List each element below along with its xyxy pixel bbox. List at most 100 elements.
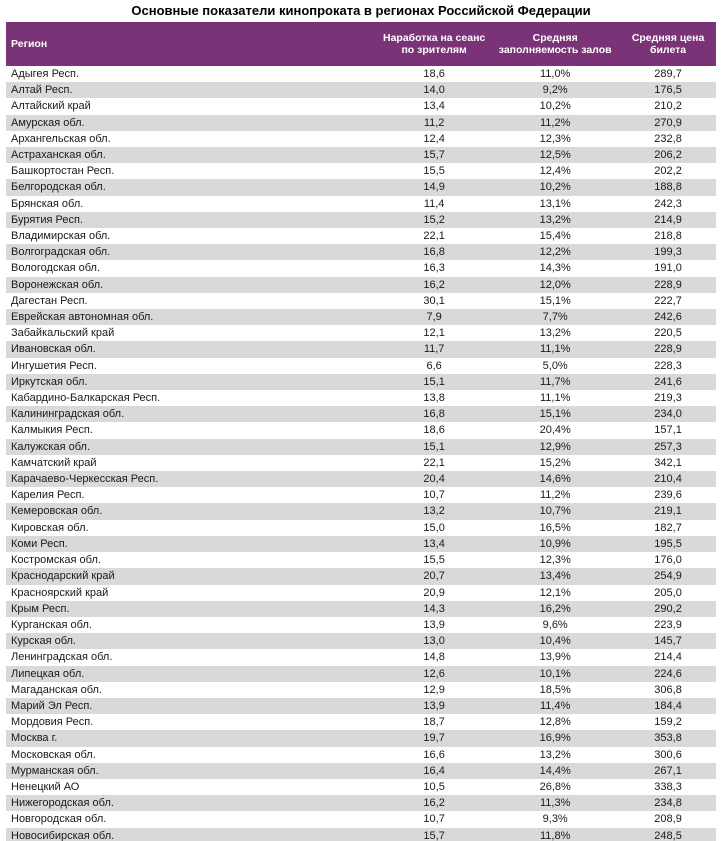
ticket-price-cell: 220,5 <box>654 327 682 340</box>
table-row: Алтай Респ. 14,0 9,2% 176,5 <box>6 82 716 99</box>
region-name-cell: Бурятия Респ. <box>11 213 83 226</box>
ticket-price-cell: 145,7 <box>654 635 682 648</box>
ticket-price-cell: 176,5 <box>654 84 682 97</box>
ticket-price-cell: 234,0 <box>654 408 682 421</box>
table-row: Мурманская обл. 16,4 14,4% 267,1 <box>6 762 716 779</box>
table-row: Иркутская обл. 15,1 11,7% 241,6 <box>6 373 716 391</box>
attendance-per-session-cell: 16,2 <box>423 797 445 810</box>
attendance-per-session-cell: 14,0 <box>423 84 445 97</box>
region-name-cell: Алтай Респ. <box>11 84 73 97</box>
ticket-price-cell: 199,3 <box>654 246 682 259</box>
hall-occupancy-cell: 12,4% <box>539 165 571 178</box>
attendance-per-session-cell: 16,3 <box>423 262 445 275</box>
hall-occupancy-cell: 15,2% <box>539 456 571 469</box>
table-row: Москва г. 19,7 16,9% 353,8 <box>6 730 716 747</box>
region-name-cell: Красноярский край <box>11 586 109 599</box>
hall-occupancy-cell: 11,1% <box>539 343 571 356</box>
attendance-per-session-cell: 15,0 <box>423 521 445 534</box>
ticket-price-cell: 184,4 <box>654 699 682 712</box>
ticket-price-cell: 223,9 <box>654 618 682 631</box>
region-name-cell: Мордовия Респ. <box>11 716 94 729</box>
attendance-per-session-cell: 16,4 <box>423 764 445 777</box>
ticket-price-cell: 228,3 <box>654 359 682 372</box>
region-name-cell: Архангельская обл. <box>11 132 111 145</box>
table-row: Кемеровская обл. 13,2 10,7% 219,1 <box>6 503 716 520</box>
region-name-cell: Иркутская обл. <box>11 375 88 388</box>
attendance-per-session-cell: 16,6 <box>423 748 445 761</box>
region-name-cell: Калининградская обл. <box>11 408 125 421</box>
ticket-price-cell: 353,8 <box>654 732 682 745</box>
attendance-per-session-cell: 14,8 <box>423 651 445 664</box>
column-header-attendance-per-session: Наработка на сеанс по зрителям <box>378 22 491 66</box>
table-row: Калужская обл. 15,1 12,9% 257,3 <box>6 438 716 455</box>
hall-occupancy-cell: 12,0% <box>539 278 571 291</box>
attendance-per-session-cell: 13,2 <box>423 505 445 518</box>
region-name-cell: Брянская обл. <box>11 197 84 210</box>
hall-occupancy-cell: 13,2% <box>539 327 571 340</box>
ticket-price-cell: 205,0 <box>654 586 682 599</box>
ticket-price-cell: 159,2 <box>654 716 682 729</box>
table-row: Карачаево-Черкесская Респ. 20,4 14,6% 210,4 <box>6 471 716 488</box>
ticket-price-cell: 219,1 <box>654 505 682 518</box>
region-name-cell: Костромская обл. <box>11 554 101 567</box>
attendance-per-session-cell: 22,1 <box>423 230 445 243</box>
region-name-cell: Белгородская обл. <box>11 181 106 194</box>
table-row: Забайкальский край 12,1 13,2% 220,5 <box>6 325 716 342</box>
table-row: Адыгея Респ. 18,6 11,0% 289,7 <box>6 66 716 83</box>
ticket-price-cell: 242,3 <box>654 197 682 210</box>
hall-occupancy-cell: 13,4% <box>539 570 571 583</box>
table-row: Белгородская обл. 14,9 10,2% 188,8 <box>6 179 716 196</box>
region-name-cell: Кировская обл. <box>11 521 89 534</box>
column-header-ticket-price: Средняя цена билета <box>620 22 716 66</box>
ticket-price-cell: 224,6 <box>654 667 682 680</box>
table-row: Новгородская обл. 10,7 9,3% 208,9 <box>6 811 716 828</box>
attendance-per-session-cell: 13,4 <box>423 537 445 550</box>
attendance-per-session-cell: 15,1 <box>423 375 445 388</box>
table-row: Мордовия Респ. 18,7 12,8% 159,2 <box>6 714 716 731</box>
hall-occupancy-cell: 12,1% <box>539 586 571 599</box>
page-title: Основные показатели кинопроката в регион… <box>131 3 591 18</box>
table-row: Астраханская обл. 15,7 12,5% 206,2 <box>6 147 716 164</box>
attendance-per-session-cell: 6,6 <box>426 359 442 372</box>
attendance-per-session-cell: 20,4 <box>423 473 445 486</box>
region-name-cell: Астраханская обл. <box>11 149 106 162</box>
ticket-price-cell: 248,5 <box>654 829 682 841</box>
hall-occupancy-cell: 26,8% <box>539 780 571 793</box>
hall-occupancy-cell: 16,5% <box>539 521 571 534</box>
table-row: Калининградская обл. 16,8 15,1% 234,0 <box>6 406 716 423</box>
attendance-per-session-cell: 12,9 <box>423 683 445 696</box>
attendance-per-session-cell: 13,0 <box>423 635 445 648</box>
region-name-cell: Марий Эл Респ. <box>11 699 93 712</box>
ticket-price-cell: 306,8 <box>654 683 682 696</box>
ticket-price-cell: 289,7 <box>654 68 682 80</box>
ticket-price-cell: 219,3 <box>654 392 682 405</box>
hall-occupancy-cell: 13,1% <box>539 197 571 210</box>
table-header-row: Регион Наработка на сеанс по зрителям Ср… <box>6 22 716 66</box>
region-name-cell: Курская обл. <box>11 635 76 648</box>
hall-occupancy-cell: 10,2% <box>539 181 571 194</box>
table-row: Архангельская обл. 12,4 12,3% 232,8 <box>6 130 716 148</box>
attendance-per-session-cell: 15,7 <box>423 829 445 841</box>
attendance-per-session-cell: 11,7 <box>423 343 445 356</box>
attendance-per-session-cell: 15,2 <box>423 213 445 226</box>
attendance-per-session-cell: 12,4 <box>423 132 445 145</box>
region-name-cell: Липецкая обл. <box>11 667 85 680</box>
attendance-per-session-cell: 13,4 <box>423 100 445 113</box>
region-name-cell: Новгородская обл. <box>11 813 107 826</box>
region-name-cell: Магаданская обл. <box>11 683 102 696</box>
ticket-price-cell: 242,6 <box>654 311 682 324</box>
region-name-cell: Забайкальский край <box>11 327 115 340</box>
column-header-hall-occupancy: Средняя заполняемость залов <box>490 22 621 66</box>
attendance-per-session-cell: 30,1 <box>423 294 445 307</box>
hall-occupancy-cell: 18,5% <box>539 683 571 696</box>
attendance-per-session-cell: 20,7 <box>423 570 445 583</box>
hall-occupancy-cell: 12,5% <box>539 149 571 162</box>
region-name-cell: Москва г. <box>11 732 58 745</box>
ticket-price-cell: 254,9 <box>654 570 682 583</box>
column-header-region: Регион <box>6 22 379 66</box>
table-header: Регион Наработка на сеанс по зрителям Ср… <box>6 22 716 66</box>
hall-occupancy-cell: 11,4% <box>539 699 571 712</box>
region-name-cell: Ивановская обл. <box>11 343 96 356</box>
attendance-per-session-cell: 18,7 <box>423 716 445 729</box>
